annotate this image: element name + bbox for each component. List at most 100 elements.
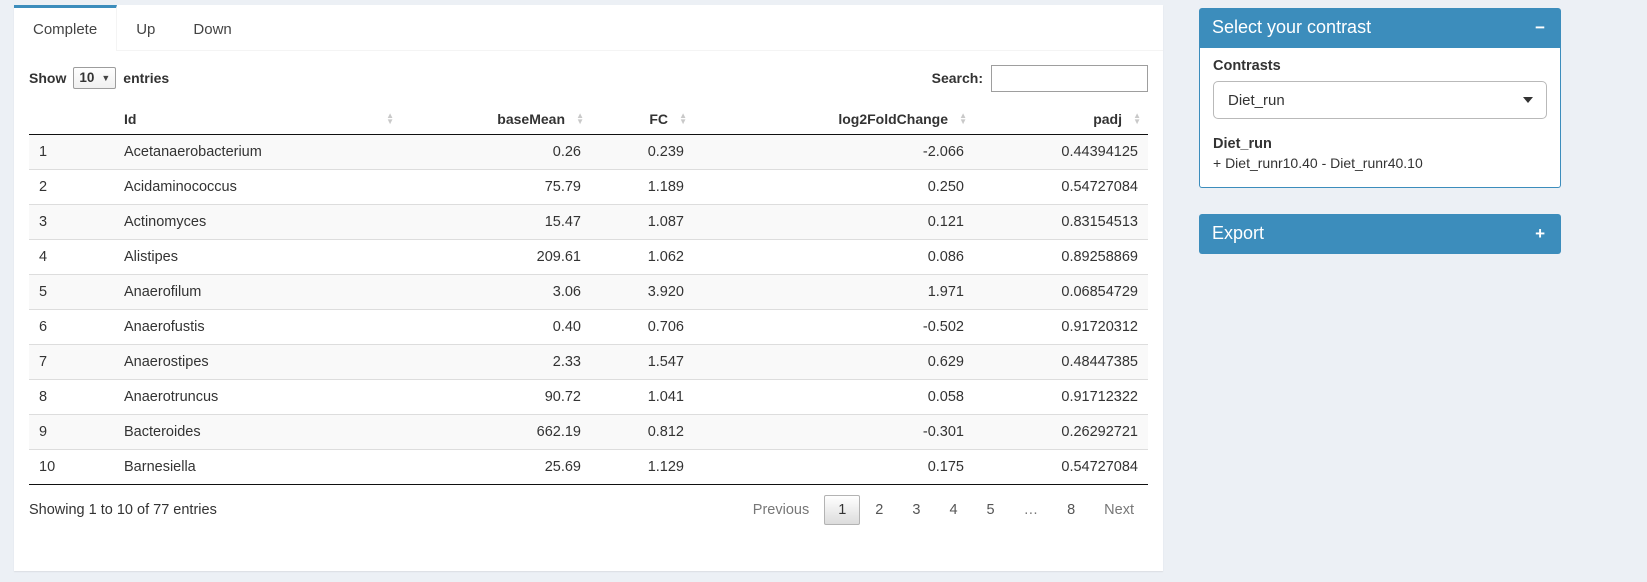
entries-label: entries bbox=[123, 70, 170, 86]
contrast-box-header[interactable]: Select your contrast − bbox=[1199, 8, 1561, 48]
table-info: Showing 1 to 10 of 77 entries bbox=[29, 502, 217, 518]
table-row[interactable]: 9 Bacteroides 662.19 0.812 -0.301 0.26292721 bbox=[29, 414, 1148, 450]
row-index: 10 bbox=[29, 449, 114, 485]
cell-id: Anaerotruncus bbox=[114, 379, 401, 415]
row-index: 3 bbox=[29, 204, 114, 240]
column-header-log2FoldChange[interactable]: log2FoldChange ▲ ▼ bbox=[694, 104, 974, 135]
column-header-Id[interactable]: Id ▲ ▼ bbox=[114, 104, 401, 135]
table-row[interactable]: 6 Anaerofustis 0.40 0.706 -0.502 0.91720312 bbox=[29, 309, 1148, 345]
tab-down[interactable]: Down bbox=[193, 21, 232, 38]
page-length-select[interactable]: 10 ▼ bbox=[73, 67, 117, 89]
page-button-3[interactable]: 3 bbox=[912, 502, 921, 518]
column-label: padj bbox=[1093, 111, 1122, 127]
row-index: 1 bbox=[39, 144, 48, 160]
table-row[interactable]: 7 Anaerostipes 2.33 1.547 0.629 0.48447385 bbox=[29, 344, 1148, 380]
cell-fc: 0.706 bbox=[591, 309, 694, 345]
table-row[interactable]: 1 Acetanaerobacterium 0.26 0.239 -2.066 0.443… bbox=[29, 134, 1148, 170]
cell-log2foldchange: -0.502 bbox=[694, 309, 974, 345]
sort-icon: ▲ ▼ bbox=[1133, 111, 1141, 126]
expand-plus-icon[interactable]: + bbox=[1535, 224, 1545, 243]
tab-up[interactable]: Up bbox=[136, 21, 156, 38]
cell-padj: 0.83154513 bbox=[974, 204, 1148, 240]
cell-fc: 1.189 bbox=[591, 169, 694, 205]
cell-basemean: 209.61 bbox=[401, 239, 591, 275]
table-row[interactable]: 4 Alistipes 209.61 1.062 0.086 0.89258869 bbox=[29, 239, 1148, 275]
row-index: 6 bbox=[29, 309, 114, 345]
cell-padj: 0.54727084 bbox=[974, 169, 1148, 205]
cell-id: Acetanaerobacterium bbox=[124, 144, 262, 160]
cell-log2foldchange: 0.250 bbox=[694, 169, 974, 205]
cell-fc: 3.920 bbox=[591, 274, 694, 310]
sort-icon: ▲ ▼ bbox=[386, 111, 394, 126]
cell-basemean: 0.40 bbox=[401, 309, 591, 345]
table-footer: Showing 1 to 10 of 77 entries Previous 1… bbox=[29, 495, 1148, 525]
column-header-FC[interactable]: FC ▲ ▼ bbox=[591, 104, 694, 135]
table-row[interactable]: 8 Anaerotruncus 90.72 1.041 0.058 0.91712322 bbox=[29, 379, 1148, 415]
page-number-buttons: 1 2 3 4 5 … 8 bbox=[823, 495, 1089, 525]
row-index: 9 bbox=[29, 414, 114, 450]
search-input[interactable] bbox=[991, 64, 1148, 92]
row-index: 7 bbox=[29, 344, 114, 380]
pagination: Previous 1 2 3 4 5 … 8 Next bbox=[738, 495, 1148, 525]
cell-log2foldchange: 0.175 bbox=[694, 449, 974, 485]
cell-log2foldchange: 1.971 bbox=[694, 274, 974, 310]
page-button-2[interactable]: 2 bbox=[875, 502, 884, 518]
export-box-header[interactable]: Export + bbox=[1199, 214, 1561, 254]
tab-complete[interactable]: Complete bbox=[14, 5, 118, 51]
cell-fc: 0.239 bbox=[647, 144, 684, 160]
page-ellipsis: … bbox=[1023, 502, 1039, 518]
tab-content: Show 10 ▼ entries Search: Id ▲ ▼ baseMean ▲ ▼… bbox=[14, 51, 1163, 525]
cell-fc: 1.547 bbox=[591, 344, 694, 380]
cell-padj: 0.89258869 bbox=[974, 239, 1148, 275]
search-control: Search: bbox=[932, 64, 1148, 92]
cell-padj: 0.06854729 bbox=[974, 274, 1148, 310]
contrasts-label: Contrasts bbox=[1213, 58, 1281, 74]
cell-id: Anaerofilum bbox=[114, 274, 401, 310]
cell-id: Alistipes bbox=[114, 239, 401, 275]
cell-fc: 1.041 bbox=[591, 379, 694, 415]
row-index: 5 bbox=[29, 274, 114, 310]
cell-log2foldchange: 0.629 bbox=[694, 344, 974, 380]
row-index: 4 bbox=[29, 239, 114, 275]
page-length-value: 10 bbox=[79, 70, 95, 85]
column-header-baseMean[interactable]: baseMean ▲ ▼ bbox=[401, 104, 591, 135]
sort-icon: ▲ ▼ bbox=[959, 111, 967, 126]
column-label: baseMean bbox=[497, 111, 565, 127]
tab-bar: Complete Up Down bbox=[14, 5, 1163, 51]
column-header-index bbox=[29, 104, 114, 135]
previous-page-button[interactable]: Previous bbox=[752, 502, 810, 518]
table-row[interactable]: 3 Actinomyces 15.47 1.087 0.121 0.83154513 bbox=[29, 204, 1148, 240]
cell-fc: 0.812 bbox=[591, 414, 694, 450]
cell-fc: 1.087 bbox=[591, 204, 694, 240]
cell-basemean: 25.69 bbox=[401, 449, 591, 485]
contrast-box-body: Contrasts Diet_run Diet_run + Diet_runr1… bbox=[1199, 48, 1561, 188]
column-label: Id bbox=[124, 111, 137, 127]
cell-log2foldchange: 0.086 bbox=[694, 239, 974, 275]
collapse-minus-icon[interactable]: − bbox=[1535, 18, 1545, 37]
results-panel: Complete Up Down Show 10 ▼ entries Searc… bbox=[14, 5, 1163, 571]
cell-basemean: 0.26 bbox=[552, 144, 581, 160]
cell-basemean: 15.47 bbox=[401, 204, 591, 240]
page-button-4[interactable]: 4 bbox=[949, 502, 958, 518]
table-head: Id ▲ ▼ baseMean ▲ ▼ FC ▲ ▼ log2FoldChange ▲ ▼ padj ▲ ▼ bbox=[29, 104, 1148, 135]
page-button-1[interactable]: 1 bbox=[824, 495, 861, 525]
row-index: 8 bbox=[29, 379, 114, 415]
table-row[interactable]: 2 Acidaminococcus 75.79 1.189 0.250 0.5472708… bbox=[29, 169, 1148, 205]
row-index: 2 bbox=[29, 169, 114, 205]
contrast-select[interactable]: Diet_run bbox=[1213, 81, 1547, 119]
page-button-8[interactable]: 8 bbox=[1067, 502, 1076, 518]
table-row[interactable]: 10 Barnesiella 25.69 1.129 0.175 0.54727084 bbox=[29, 449, 1148, 485]
caret-down-icon: ▼ bbox=[101, 72, 111, 83]
next-page-button[interactable]: Next bbox=[1104, 502, 1134, 518]
table-body: 1 Acetanaerobacterium 0.26 0.239 -2.066 0.443… bbox=[29, 134, 1148, 485]
page-button-5[interactable]: 5 bbox=[986, 502, 995, 518]
cell-log2foldchange: -2.066 bbox=[922, 144, 964, 160]
cell-padj: 0.54727084 bbox=[974, 449, 1148, 485]
cell-padj: 0.44394125 bbox=[1061, 144, 1138, 160]
table-controls: Show 10 ▼ entries Search: bbox=[29, 60, 1148, 96]
table-row[interactable]: 5 Anaerofilum 3.06 3.920 1.971 0.06854729 bbox=[29, 274, 1148, 310]
cell-id: Acidaminococcus bbox=[114, 169, 401, 205]
sort-icon: ▲ ▼ bbox=[679, 111, 687, 126]
column-header-padj[interactable]: padj ▲ ▼ bbox=[974, 104, 1148, 135]
